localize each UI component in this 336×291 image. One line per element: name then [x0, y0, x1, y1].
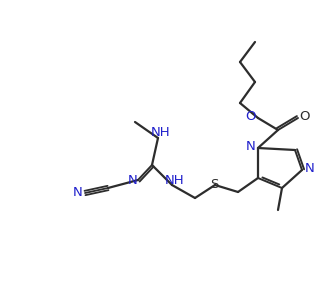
Text: N: N	[305, 162, 315, 175]
Text: NH: NH	[165, 173, 185, 187]
Text: O: O	[299, 109, 309, 123]
Text: S: S	[210, 178, 218, 191]
Text: NH: NH	[151, 127, 171, 139]
Text: N: N	[246, 141, 256, 153]
Text: N: N	[73, 185, 83, 198]
Text: O: O	[246, 109, 256, 123]
Text: N: N	[128, 175, 138, 187]
